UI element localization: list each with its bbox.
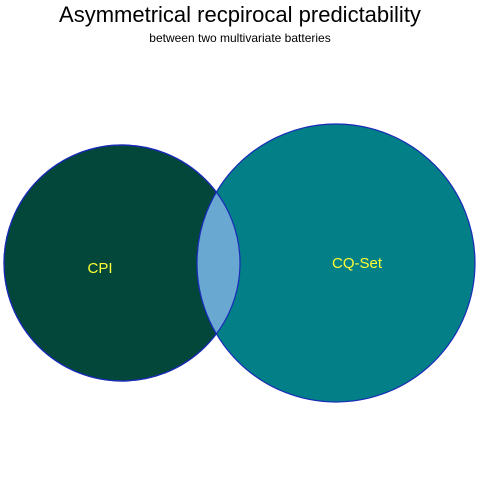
- diagram-subtitle: between two multivariate batteries: [149, 31, 330, 45]
- set-label-cq-set: CQ-Set: [332, 255, 383, 272]
- diagram-title: Asymmetrical recpirocal predictability: [59, 2, 421, 27]
- set-label-cpi: CPI: [87, 260, 112, 277]
